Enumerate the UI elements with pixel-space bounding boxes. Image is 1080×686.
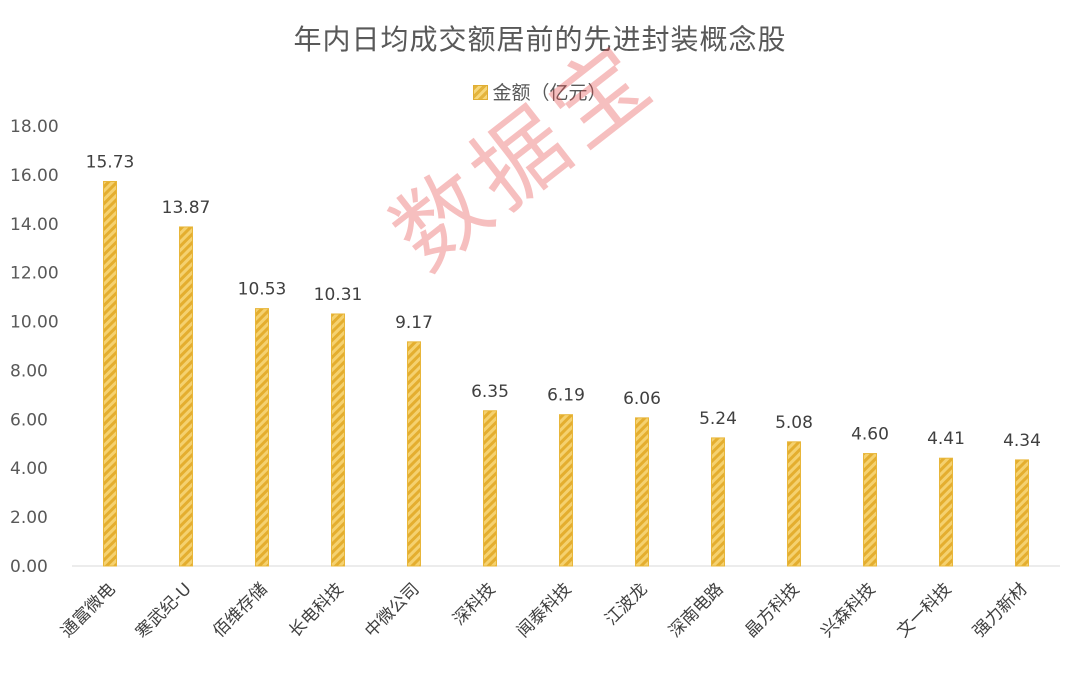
data-label: 10.31 [314,285,363,305]
x-category-label: 深科技 [449,579,499,629]
data-label: 6.19 [547,386,585,406]
x-category-label: 中微公司 [361,579,423,641]
y-tick-label: 2.00 [10,508,48,528]
data-label: 6.06 [623,389,661,409]
data-label: 13.87 [162,198,211,218]
y-tick-label: 12.00 [10,264,59,284]
x-category-label: 江波龙 [601,579,651,629]
x-category-label: 闻泰科技 [513,579,575,641]
data-label: 4.41 [927,429,965,449]
y-tick-label: 18.00 [10,117,59,137]
legend-swatch [473,85,489,100]
legend: 金额（亿元） [0,78,1080,105]
x-category-label: 文一科技 [893,579,955,641]
x-category-label: 佰维存储 [209,579,271,641]
bar [255,308,269,567]
bar [635,417,649,567]
x-category-label: 通富微电 [57,579,119,641]
x-category-label: 寒武纪-U [132,579,195,642]
y-tick-label: 0.00 [10,557,48,577]
bar [863,453,877,567]
y-tick-label: 10.00 [10,313,59,333]
x-category-label: 深南电路 [665,579,727,641]
x-category-label: 兴森科技 [817,579,879,641]
data-label: 9.17 [395,313,433,333]
data-label: 6.35 [471,382,509,402]
y-tick-label: 14.00 [10,215,59,235]
bar [939,457,953,567]
y-tick-label: 6.00 [10,410,48,430]
bar [331,313,345,567]
data-label: 15.73 [86,152,135,172]
bar [787,441,801,567]
data-label: 10.53 [238,280,287,300]
legend-label: 金额（亿元） [492,82,607,104]
y-tick-label: 4.00 [10,459,48,479]
bar [103,180,117,567]
bar [407,341,421,567]
bar [483,410,497,567]
chart-title: 年内日均成交额居前的先进封装概念股 [293,23,787,56]
data-label: 5.08 [775,413,813,433]
y-tick-label: 8.00 [10,361,48,381]
data-label: 5.24 [699,409,737,429]
y-tick-label: 16.00 [10,166,59,186]
data-label: 4.34 [1003,431,1041,451]
x-category-label: 晶方科技 [741,579,803,641]
x-category-label: 强力新材 [969,579,1031,641]
bar [559,414,573,567]
bar [1015,459,1029,567]
x-category-label: 长电科技 [285,579,347,641]
bar [711,437,725,567]
data-label: 4.60 [851,425,889,445]
bar [179,226,193,567]
